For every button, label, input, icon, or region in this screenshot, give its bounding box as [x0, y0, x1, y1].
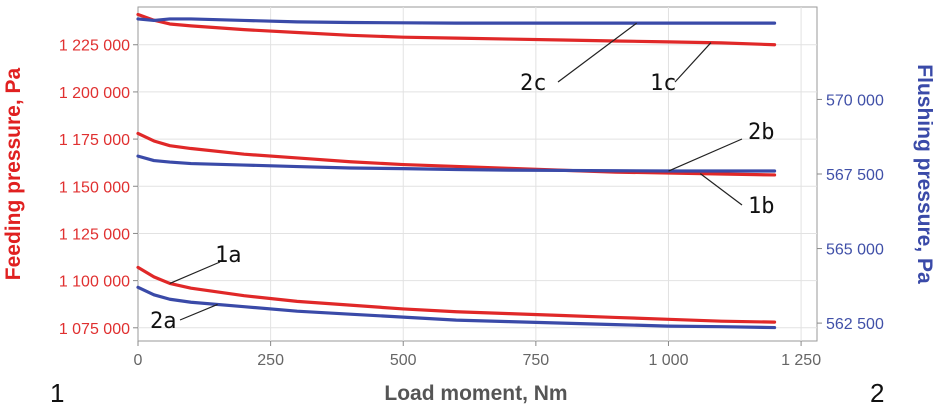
y-left-tick-label: 1 175 000 [59, 132, 130, 149]
x-tick-label: 500 [390, 352, 417, 369]
y-right-tick-label: 562 500 [826, 316, 884, 333]
y-left-tick-label: 1 125 000 [59, 226, 130, 243]
annotation-leader-2b [668, 138, 743, 172]
annotation-leader-1b [699, 173, 743, 206]
y-axis-left-label: Feeding pressure, Pa [2, 67, 25, 280]
series-line-1b [136, 131, 777, 177]
y-right-tick-label: 567 500 [826, 167, 884, 184]
y-right-tick-label: 570 000 [826, 92, 884, 109]
x-tick-label: 1 250 [781, 352, 821, 369]
annotation-leader-2a [179, 303, 218, 321]
series-line-2b [136, 154, 777, 173]
y-left-tick-label: 1 100 000 [59, 274, 130, 291]
series-line-2c [136, 17, 777, 25]
y-left-tick-label: 1 200 000 [59, 85, 130, 102]
x-tick-label: 750 [523, 352, 550, 369]
series-line-1a [136, 265, 777, 324]
x-axis-label: Load moment, Nm [384, 382, 567, 405]
annotation-label-2a: 2a [150, 309, 177, 334]
corner-label-right: 2 [870, 378, 884, 407]
x-tick-label: 0 [134, 352, 143, 369]
series-line-2a [136, 285, 777, 330]
annotation-label-2b: 2b [748, 120, 775, 145]
x-tick-label: 1 000 [648, 352, 688, 369]
annotation-label-1a: 1a [215, 243, 242, 268]
left-axis-ticks: 1 075 000 1 100 000 1 125 000 1 150 000 1 17… [59, 38, 138, 338]
corner-label-left: 1 [50, 378, 64, 407]
annotation-leader-2c [557, 22, 638, 83]
annotation-leader-1a [169, 261, 221, 284]
annotation-label-1b: 1b [748, 194, 775, 219]
annotation-label-1c: 1c [650, 71, 677, 96]
y-axis-right-label: Flushing pressure, Pa [913, 64, 933, 284]
annotation-layer: 1a 2a 1b 2b 1c 2c [150, 22, 775, 334]
annotation-leader-1c [674, 42, 712, 83]
series-line-1c [136, 12, 777, 47]
x-tick-label: 250 [257, 352, 284, 369]
x-axis-ticks: 0 250 500 750 1 000 1 250 [134, 341, 821, 369]
y-left-tick-label: 1 075 000 [59, 321, 130, 338]
y-right-tick-label: 565 000 [826, 242, 884, 259]
annotation-label-2c: 2c [520, 71, 547, 96]
series-layer [136, 12, 777, 330]
right-axis-ticks: 562 500 565 000 567 500 570 000 [817, 92, 884, 333]
y-left-tick-label: 1 225 000 [59, 38, 130, 55]
y-left-tick-label: 1 150 000 [59, 179, 130, 196]
